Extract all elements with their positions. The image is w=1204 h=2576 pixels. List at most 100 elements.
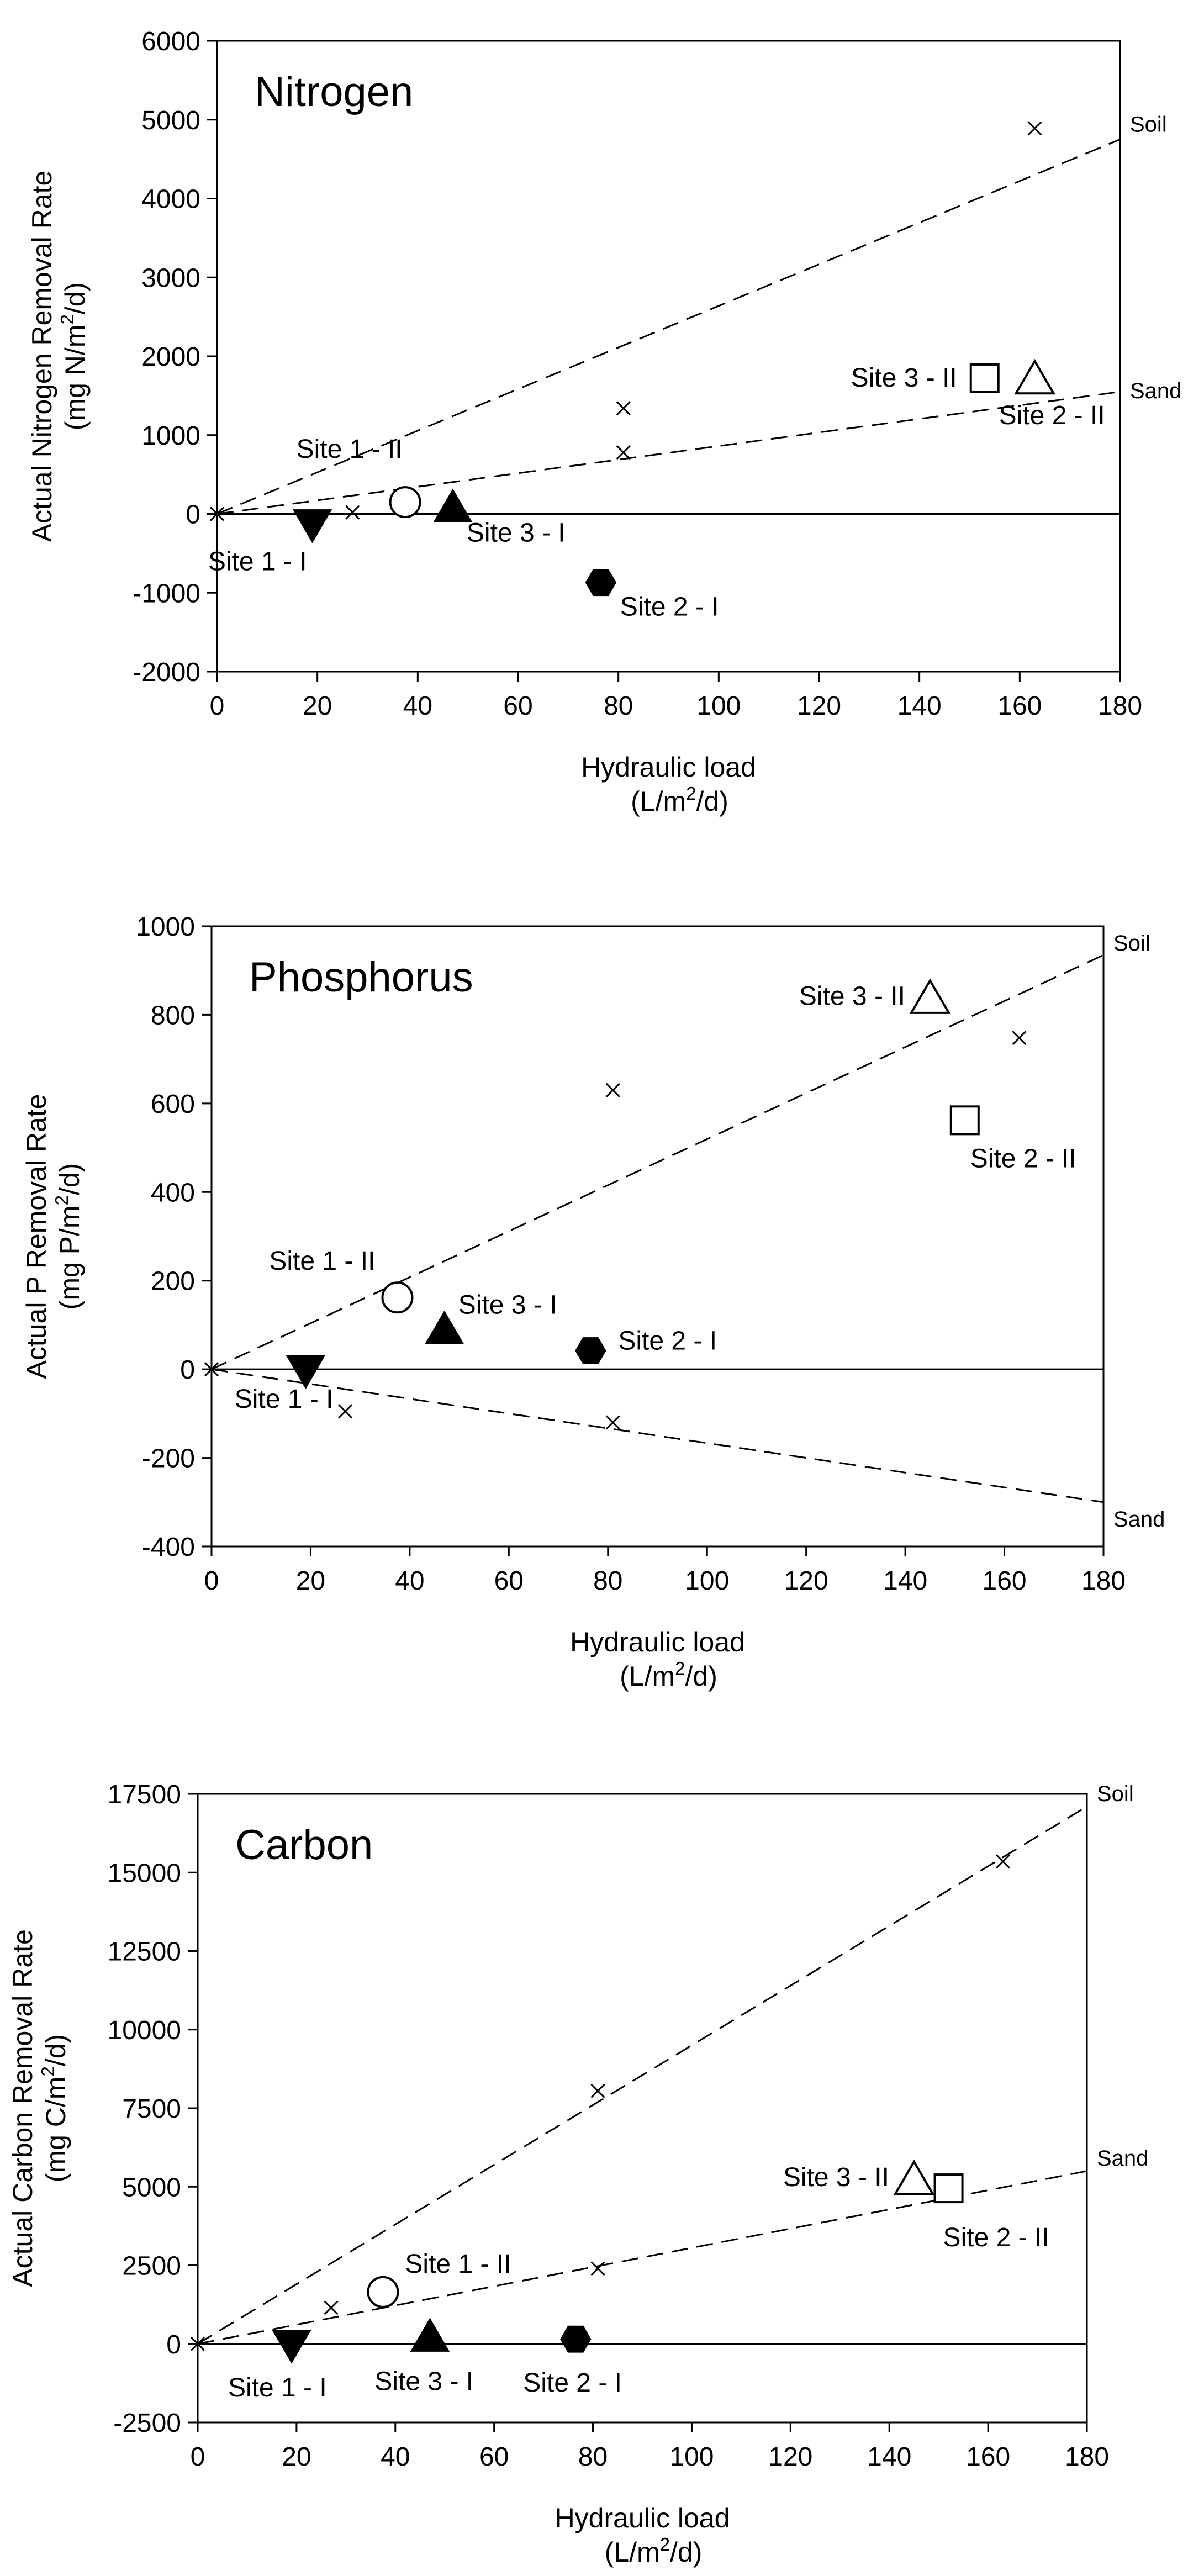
panel-phosphorus-ytick-label-2: 0 [180, 1355, 195, 1385]
panel-phosphorus-x-point-2-b [605, 1415, 620, 1430]
panel-carbon-site-label-site-3-i: Site 3 - I [374, 2367, 473, 2396]
panel-nitrogen-ylabel-unit: (mg N/m2​/d) [57, 282, 91, 430]
panel-nitrogen-xlabel: Hydraulic load [581, 752, 756, 783]
panel-carbon-line-label-sand: Sand [1097, 2146, 1148, 2171]
panel-phosphorus-site-label-site-3-ii: Site 3 - II [799, 981, 905, 1011]
panel-phosphorus-ytick-label-5: 600 [151, 1090, 195, 1119]
panel-carbon-ytick-label-3: 5000 [122, 2173, 181, 2202]
panel-phosphorus-line-label-soil: Soil [1113, 931, 1150, 956]
panel-carbon-x-point-3 [590, 2083, 605, 2098]
panel-nitrogen-ytick-label-3: 1000 [141, 421, 200, 451]
panel-nitrogen-site-label-site-3-ii: Site 3 - II [851, 363, 957, 393]
panel-nitrogen-marker-site-3-i [433, 488, 473, 522]
panel-nitrogen-ytick-label-2: 0 [186, 500, 200, 530]
panel-phosphorus-ytick-label-7: 1000 [136, 912, 195, 942]
panel-phosphorus-line-label-sand: Sand [1113, 1507, 1165, 1532]
panel-carbon-site-label-site-1-ii: Site 1 - II [405, 2250, 511, 2279]
panel-phosphorus-ylabel-unit: (mg P/m2​/d) [51, 1163, 85, 1310]
panel-phosphorus-xtick-label-3: 60 [494, 1566, 524, 1596]
panel-carbon-ytick-label-7: 15000 [108, 1859, 181, 1888]
panel-phosphorus-xtick-label-6: 120 [784, 1566, 828, 1596]
panel-phosphorus-marker-site-3-ii [909, 978, 951, 1014]
panel-nitrogen-site-label-site-2-ii: Site 2 - II [999, 401, 1105, 430]
panel-phosphorus-xtick-label-9: 180 [1081, 1566, 1126, 1596]
panel-carbon-x-point-0-b [190, 2336, 205, 2351]
panel-carbon-xtick-label-1: 20 [282, 2442, 311, 2472]
panel-phosphorus-line-sand [211, 1368, 1104, 1503]
panel-carbon-site-label-site-3-ii: Site 3 - II [783, 2163, 889, 2192]
panel-nitrogen-x-point-0 [209, 506, 225, 521]
panel-phosphorus-x-point-1-b [338, 1404, 353, 1419]
panel-nitrogen-title: Nitrogen [255, 68, 413, 115]
panel-carbon-marker-site-2-ii [933, 2173, 964, 2204]
panel-nitrogen: -2000 -1000 0 1000 2000 3000 4000 5000 6000 0 20 40… [27, 27, 1181, 817]
panel-carbon-x-point-0 [190, 2336, 205, 2351]
panel-phosphorus-x-point-0-b [204, 1362, 219, 1377]
panel-phosphorus-site-label-site-1-ii: Site 1 - II [269, 1247, 375, 1276]
panel-nitrogen-marker-site-1-i [292, 509, 332, 543]
panel-nitrogen-x-point-4 [616, 445, 631, 460]
panel-nitrogen-site-label-site-3-i: Site 3 - I [467, 519, 566, 548]
panel-nitrogen-xtick-label-3: 60 [503, 691, 532, 721]
panel-nitrogen-site-label-site-1-i: Site 1 - I [208, 547, 307, 577]
panel-nitrogen-ytick-label-0: -2000 [133, 658, 200, 687]
panel-carbon-xtick-label-7: 140 [867, 2442, 911, 2472]
panel-carbon-marker-site-3-i [410, 2318, 450, 2352]
panel-phosphorus-x-point-0 [204, 1362, 219, 1377]
panel-carbon-line-soil [197, 1806, 1087, 2345]
panel-carbon-xtick-label-0: 0 [191, 2442, 205, 2472]
panel-nitrogen-line-soil [216, 139, 1121, 515]
panel-nitrogen-x-point-4-b [616, 445, 631, 460]
panel-carbon-ytick-label-1: 0 [166, 2330, 181, 2359]
panel-phosphorus-x-point-1 [338, 1404, 353, 1419]
panel-carbon-xlabel: Hydraulic load [555, 2503, 730, 2533]
panel-phosphorus-xtick-label-8: 160 [983, 1566, 1027, 1596]
panel-phosphorus-x-point-2 [605, 1415, 620, 1430]
panel-phosphorus-xtick-label-4: 80 [593, 1566, 622, 1596]
panel-nitrogen-marker-site-1-ii [389, 486, 421, 519]
panel-nitrogen-xtick-label-9: 180 [1098, 691, 1142, 721]
panel-carbon-x-point-1 [324, 2300, 339, 2315]
panel-phosphorus-site-label-site-2-i: Site 2 - I [618, 1326, 717, 1355]
panel-nitrogen-x-point-5-b [1027, 121, 1042, 136]
panel-nitrogen-site-label-site-1-ii: Site 1 - II [297, 435, 403, 464]
panel-phosphorus-ytick-label-0: -400 [142, 1533, 195, 1562]
panel-carbon-xtick-label-9: 180 [1065, 2442, 1109, 2472]
panel-phosphorus-ytick-label-3: 200 [151, 1267, 195, 1296]
panel-carbon-marker-site-2-i [560, 2325, 592, 2353]
panel-nitrogen-xlabel-unit: (L/m2​/d) [631, 783, 728, 817]
panel-phosphorus-xtick-label-5: 100 [685, 1566, 729, 1596]
panel-phosphorus-marker-site-2-i [575, 1337, 606, 1364]
panel-nitrogen-xtick-label-2: 40 [403, 691, 432, 721]
panel-carbon-site-label-site-1-i: Site 1 - I [228, 2373, 327, 2403]
panel-phosphorus-ylabel: Actual P Removal Rate [21, 1094, 52, 1379]
panel-carbon-xtick-label-6: 120 [768, 2442, 812, 2472]
panel-carbon-ytick-label-6: 12500 [108, 1938, 181, 1967]
panel-carbon-ytick-label-5: 10000 [108, 2016, 181, 2045]
panel-carbon-title: Carbon [235, 1822, 373, 1868]
panel-phosphorus-xlabel: Hydraulic load [570, 1627, 745, 1657]
panel-phosphorus-x-point-3-b [605, 1083, 620, 1097]
panel-phosphorus-marker-site-1-ii [381, 1281, 414, 1314]
panel-phosphorus-site-label-site-1-i: Site 1 - I [235, 1385, 334, 1414]
panel-nitrogen-x-point-1 [345, 505, 360, 520]
panel-nitrogen-x-point-3 [616, 401, 631, 416]
panel-phosphorus-line-soil [211, 954, 1104, 1370]
panel-nitrogen-ytick-label-1: -1000 [133, 579, 200, 608]
panel-nitrogen-x-point-5 [1027, 121, 1042, 136]
panel-carbon-ylabel-unit: (mg C/m2​/d) [38, 2034, 71, 2182]
panel-carbon-site-label-site-2-i: Site 2 - I [523, 2368, 622, 2398]
panel-carbon-x-point-4-b [995, 1854, 1011, 1869]
panel-carbon-x-point-2-b [590, 2261, 605, 2276]
panel-phosphorus-x-point-4-b [1012, 1031, 1027, 1046]
panel-phosphorus-ytick-label-1: -200 [142, 1444, 195, 1474]
panel-carbon-ytick-label-2: 2500 [122, 2252, 181, 2281]
panel-nitrogen-ylabel: Actual Nitrogen Removal Rate [27, 171, 57, 542]
panel-nitrogen-site-label-site-2-i: Site 2 - I [620, 593, 719, 622]
panel-nitrogen-ytick-label-7: 5000 [141, 106, 200, 135]
panel-nitrogen-ytick-label-4: 2000 [141, 342, 200, 372]
panel-carbon-ytick-label-0: -2500 [113, 2409, 181, 2438]
panel-nitrogen-ytick-label-8: 6000 [141, 27, 200, 56]
panel-carbon-marker-site-1-ii [367, 2276, 399, 2308]
